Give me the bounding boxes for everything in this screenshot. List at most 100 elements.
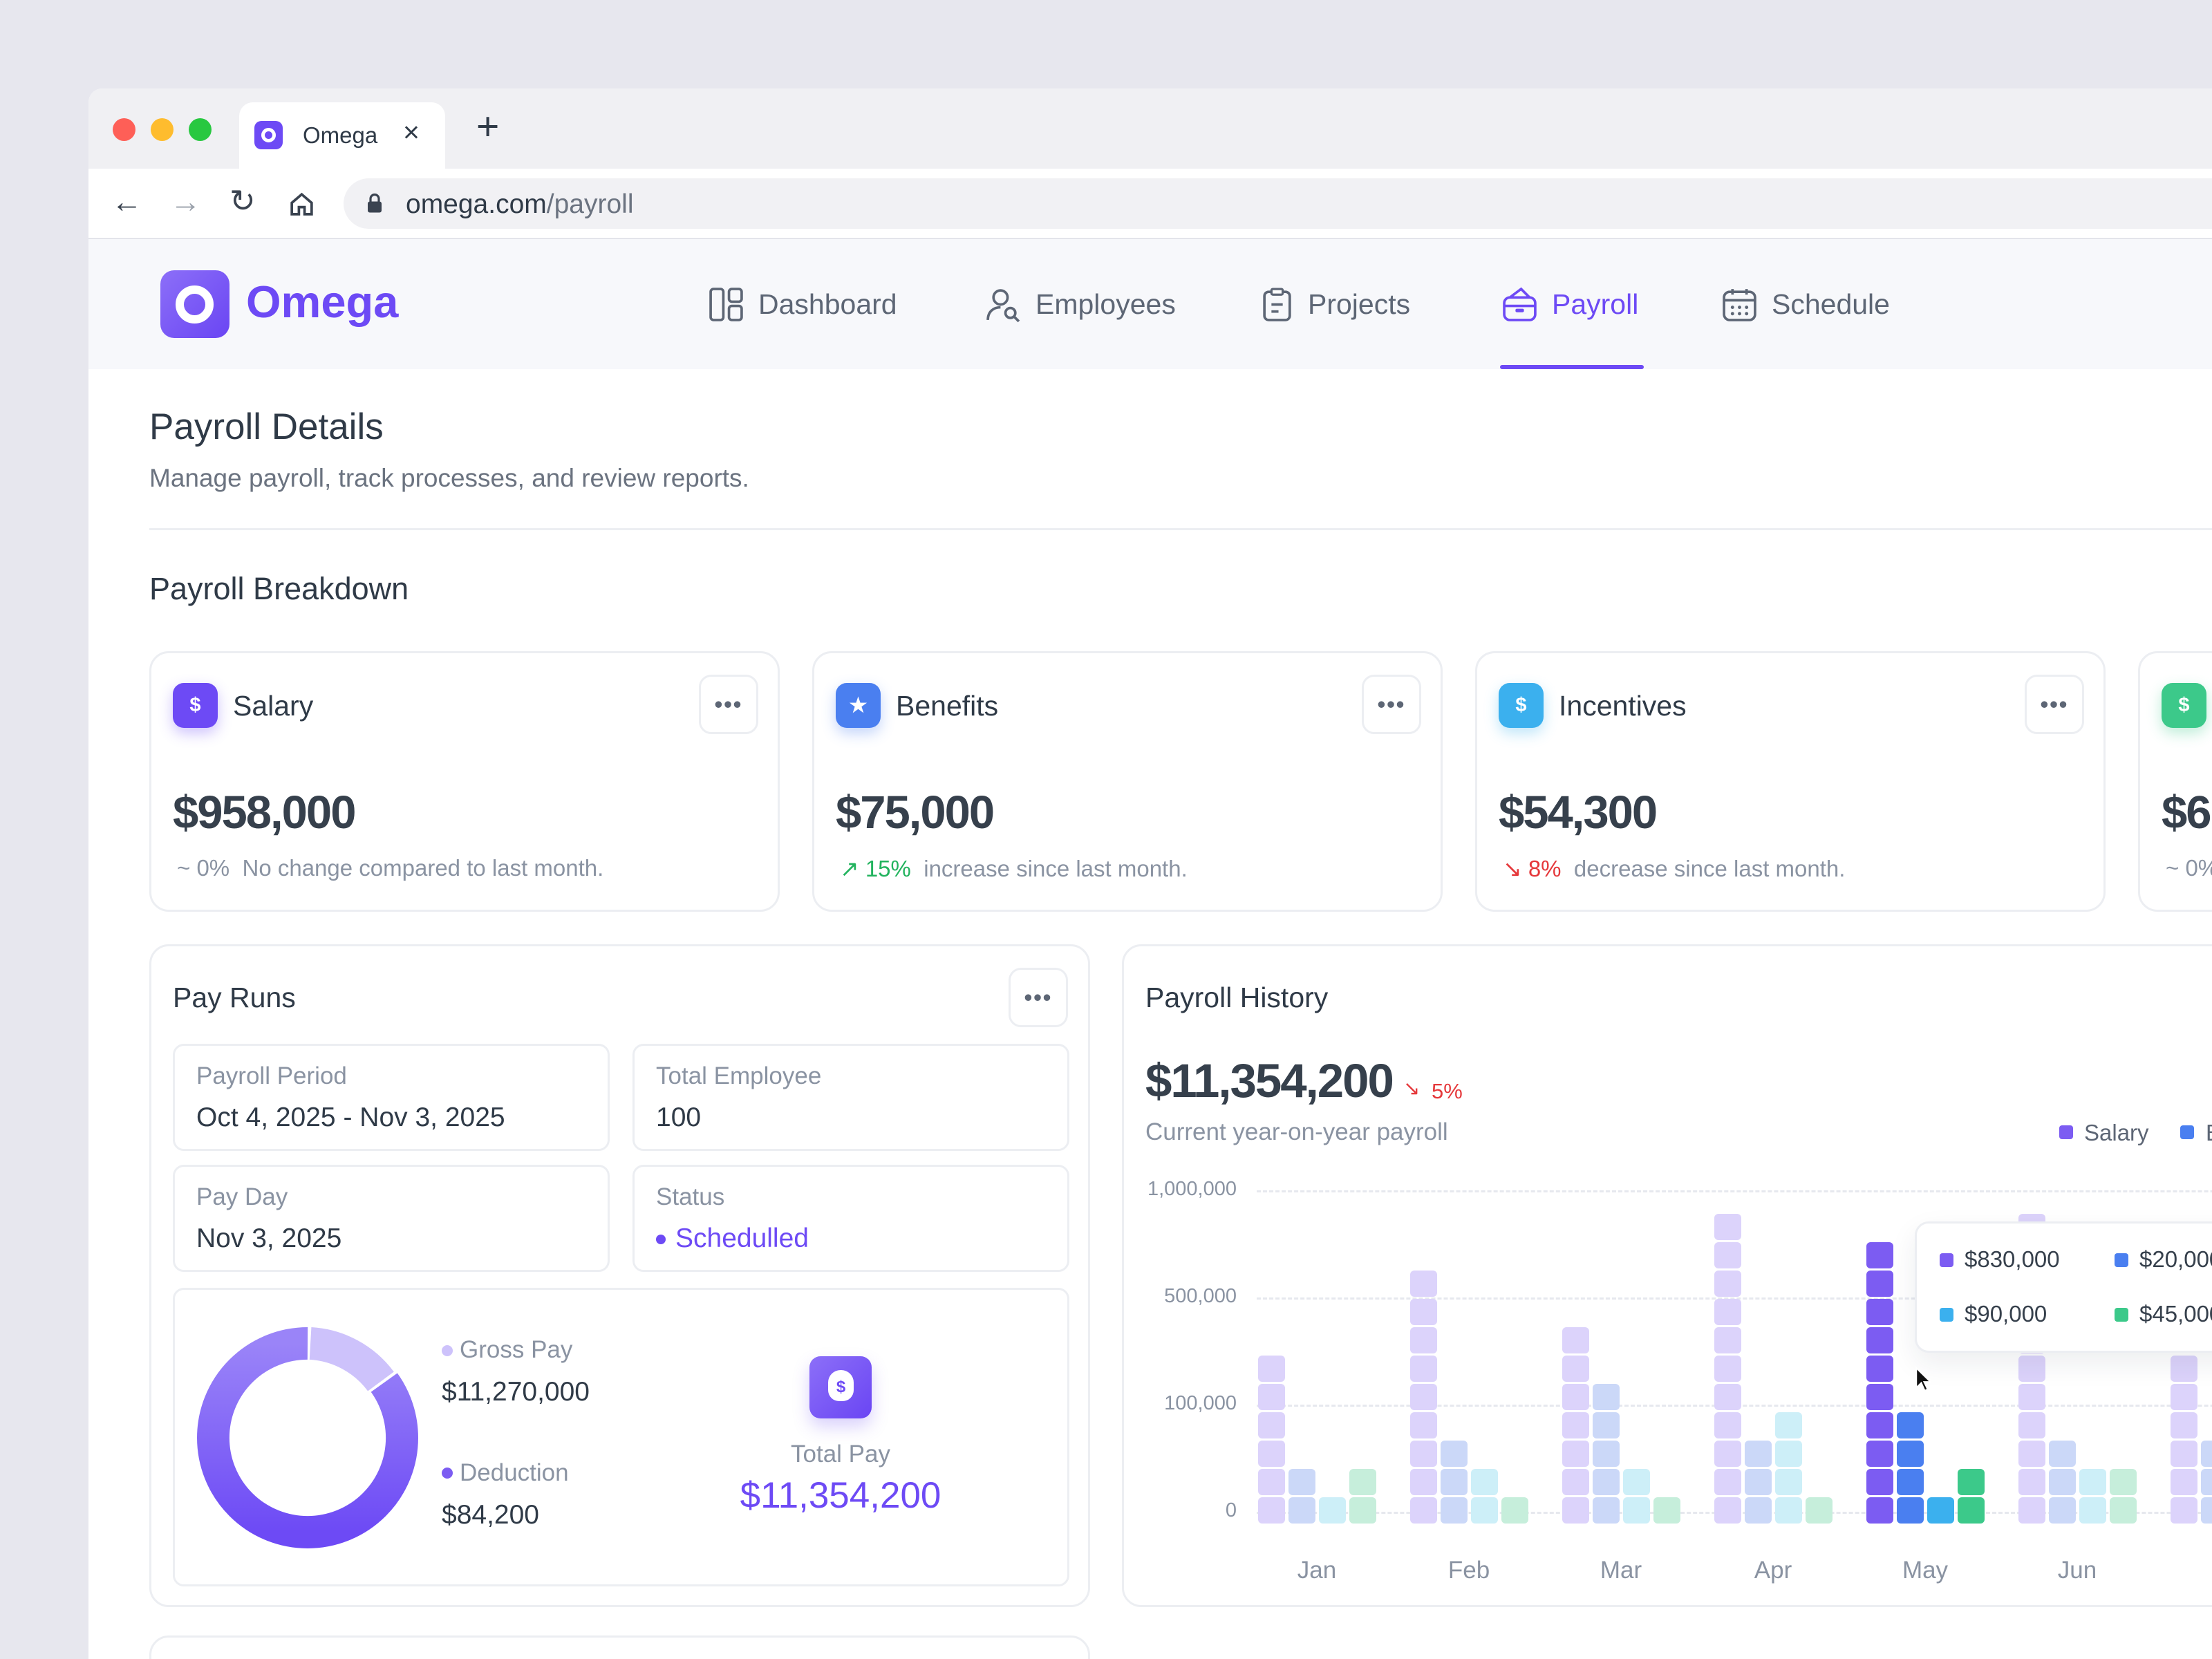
bar-benefits-mar[interactable] [1593, 1469, 1620, 1495]
bar-benefits-mar[interactable] [1593, 1497, 1620, 1524]
bar-salary-may[interactable] [1866, 1441, 1893, 1467]
bar-salary-may[interactable] [1866, 1242, 1893, 1268]
close-window-button[interactable] [113, 118, 135, 141]
minimize-window-button[interactable] [151, 118, 174, 141]
more-options-button[interactable]: ••• [1362, 675, 1421, 734]
bar-benefits-feb[interactable] [1441, 1497, 1468, 1524]
more-options-button[interactable]: ••• [1009, 968, 1068, 1027]
bar-salary-mar[interactable] [1562, 1497, 1589, 1524]
bar-salary-feb[interactable] [1410, 1412, 1437, 1438]
bar-salary-apr[interactable] [1714, 1299, 1741, 1325]
bar-benefits-mar[interactable] [1593, 1384, 1620, 1410]
bar-salary-apr[interactable] [1714, 1356, 1741, 1382]
bar-other-jan[interactable] [1349, 1497, 1376, 1524]
bar-incentives-feb[interactable] [1471, 1469, 1498, 1495]
bar-salary-may[interactable] [1866, 1271, 1893, 1297]
bar-salary-feb[interactable] [1410, 1299, 1437, 1325]
bar-salary-feb[interactable] [1410, 1356, 1437, 1382]
bar-incentives-jan[interactable] [1319, 1497, 1346, 1524]
bar-other-jun[interactable] [2110, 1497, 2137, 1524]
bar-benefits-jul[interactable] [2201, 1497, 2212, 1524]
bar-other-apr[interactable] [1806, 1497, 1833, 1524]
bar-other-jan[interactable] [1349, 1469, 1376, 1495]
bar-salary-jul[interactable] [2171, 1412, 2197, 1438]
bar-salary-may[interactable] [1866, 1327, 1893, 1353]
nav-schedule[interactable]: Schedule [1721, 239, 1890, 369]
bar-benefits-may[interactable] [1897, 1412, 1924, 1438]
bar-salary-apr[interactable] [1714, 1497, 1741, 1524]
bar-salary-jun[interactable] [2018, 1412, 2045, 1438]
bar-salary-mar[interactable] [1562, 1412, 1589, 1438]
bar-salary-feb[interactable] [1410, 1441, 1437, 1467]
bar-incentives-jun[interactable] [2079, 1497, 2106, 1524]
bar-benefits-jul[interactable] [2201, 1441, 2212, 1467]
bar-other-jun[interactable] [2110, 1469, 2137, 1495]
bar-salary-apr[interactable] [1714, 1214, 1741, 1240]
bar-salary-jul[interactable] [2171, 1497, 2197, 1524]
bar-salary-may[interactable] [1866, 1299, 1893, 1325]
bar-incentives-feb[interactable] [1471, 1497, 1498, 1524]
bar-salary-feb[interactable] [1410, 1271, 1437, 1297]
bar-salary-jun[interactable] [2018, 1384, 2045, 1410]
bar-salary-apr[interactable] [1714, 1327, 1741, 1353]
url-field[interactable]: omega.com/payroll [344, 178, 2212, 229]
bar-incentives-apr[interactable] [1775, 1469, 1802, 1495]
bar-salary-jan[interactable] [1258, 1384, 1285, 1410]
bar-salary-may[interactable] [1866, 1469, 1893, 1495]
bar-benefits-mar[interactable] [1593, 1412, 1620, 1438]
bar-incentives-apr[interactable] [1775, 1412, 1802, 1438]
bar-salary-may[interactable] [1866, 1412, 1893, 1438]
bar-salary-jan[interactable] [1258, 1441, 1285, 1467]
bar-benefits-jun[interactable] [2049, 1497, 2076, 1524]
bar-salary-may[interactable] [1866, 1384, 1893, 1410]
omega-logo-icon[interactable] [160, 270, 229, 338]
bar-salary-jul[interactable] [2171, 1469, 2197, 1495]
close-tab-icon[interactable]: × [403, 116, 420, 148]
bar-benefits-may[interactable] [1897, 1441, 1924, 1467]
bar-salary-jul[interactable] [2171, 1384, 2197, 1410]
bar-salary-apr[interactable] [1714, 1271, 1741, 1297]
bar-salary-jan[interactable] [1258, 1469, 1285, 1495]
bar-incentives-jun[interactable] [2079, 1469, 2106, 1495]
bar-salary-apr[interactable] [1714, 1441, 1741, 1467]
bar-other-feb[interactable] [1501, 1497, 1528, 1524]
more-options-button[interactable]: ••• [2025, 675, 2084, 734]
nav-dashboard[interactable]: Dashboard [708, 239, 897, 369]
bar-salary-mar[interactable] [1562, 1469, 1589, 1495]
bar-benefits-jul[interactable] [2201, 1469, 2212, 1495]
bar-salary-jul[interactable] [2171, 1441, 2197, 1467]
bar-salary-mar[interactable] [1562, 1356, 1589, 1382]
bar-salary-feb[interactable] [1410, 1327, 1437, 1353]
bar-salary-jan[interactable] [1258, 1412, 1285, 1438]
bar-salary-mar[interactable] [1562, 1441, 1589, 1467]
bar-incentives-apr[interactable] [1775, 1441, 1802, 1467]
bar-salary-apr[interactable] [1714, 1242, 1741, 1268]
bar-salary-apr[interactable] [1714, 1469, 1741, 1495]
bar-incentives-mar[interactable] [1623, 1469, 1650, 1495]
bar-benefits-feb[interactable] [1441, 1441, 1468, 1467]
bar-salary-jul[interactable] [2171, 1356, 2197, 1382]
browser-tab[interactable]: Omega × [239, 102, 445, 169]
bar-benefits-may[interactable] [1897, 1469, 1924, 1495]
bar-salary-jun[interactable] [2018, 1469, 2045, 1495]
bar-benefits-jun[interactable] [2049, 1469, 2076, 1495]
nav-payroll[interactable]: Payroll [1501, 239, 1638, 369]
bar-other-may[interactable] [1958, 1497, 1985, 1524]
bar-other-may[interactable] [1958, 1469, 1985, 1495]
bar-incentives-apr[interactable] [1775, 1497, 1802, 1524]
forward-icon[interactable]: → [170, 184, 201, 219]
bar-salary-mar[interactable] [1562, 1327, 1589, 1353]
bar-salary-jan[interactable] [1258, 1497, 1285, 1524]
bar-benefits-jan[interactable] [1288, 1497, 1315, 1524]
bar-other-mar[interactable] [1653, 1497, 1680, 1524]
bar-benefits-may[interactable] [1897, 1497, 1924, 1524]
bar-benefits-apr[interactable] [1745, 1497, 1772, 1524]
bar-benefits-apr[interactable] [1745, 1441, 1772, 1467]
maximize-window-button[interactable] [189, 118, 212, 141]
reload-icon[interactable]: ↻ [229, 183, 256, 218]
bar-benefits-jan[interactable] [1288, 1469, 1315, 1495]
back-icon[interactable]: ← [111, 184, 142, 219]
bar-benefits-apr[interactable] [1745, 1469, 1772, 1495]
more-options-button[interactable]: ••• [699, 675, 758, 734]
bar-benefits-mar[interactable] [1593, 1441, 1620, 1467]
